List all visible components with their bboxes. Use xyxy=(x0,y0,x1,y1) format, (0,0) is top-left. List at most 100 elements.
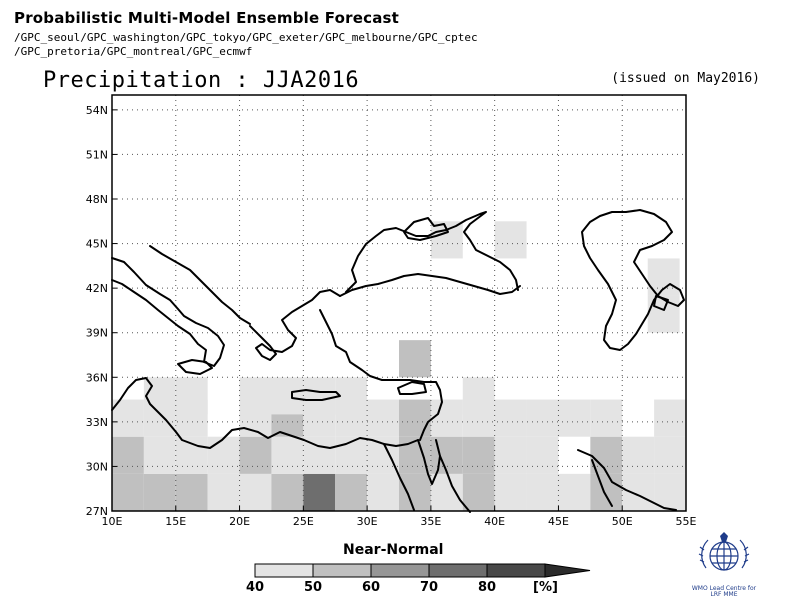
probability-cell xyxy=(367,399,399,437)
probability-cell xyxy=(175,436,208,474)
coastline-red-sea-east xyxy=(435,439,471,513)
coastline-kara-bogaz xyxy=(653,295,669,311)
probability-cell xyxy=(335,436,368,474)
probability-cell xyxy=(526,399,559,437)
coastline-turkey-south xyxy=(319,309,443,441)
probability-cell xyxy=(462,473,495,511)
probability-cell xyxy=(558,399,591,437)
y-tick-label: 39N xyxy=(86,327,108,340)
issued-date: (issued on May2016) xyxy=(611,71,760,86)
probability-cell xyxy=(526,473,559,511)
x-tick-label: 15E xyxy=(165,515,186,528)
coastline-caspian xyxy=(581,209,685,351)
probability-cell xyxy=(399,473,431,511)
coastline-persian-gulf xyxy=(577,449,677,511)
probability-cell xyxy=(207,436,240,474)
probability-cell xyxy=(367,436,399,474)
probability-cell xyxy=(590,399,623,437)
coastline-italy xyxy=(111,257,225,367)
probability-cell xyxy=(271,473,304,511)
probability-cell xyxy=(430,473,463,511)
wmo-logo-caption: WMO Lead Centre for LRF MME xyxy=(686,586,762,598)
y-tick-label: 48N xyxy=(86,193,108,206)
coastline-sinai xyxy=(417,439,441,485)
axis-ticks xyxy=(111,109,687,512)
probability-cell xyxy=(399,399,431,437)
probability-cell xyxy=(175,473,208,511)
x-tick-label: 45E xyxy=(548,515,569,528)
coastline-sicily xyxy=(177,359,213,375)
coastline-gulf-west xyxy=(591,459,613,507)
probability-cell xyxy=(239,377,272,415)
probability-cell xyxy=(654,399,686,437)
probability-cell xyxy=(526,436,559,474)
probability-cell xyxy=(335,473,368,511)
probability-cell xyxy=(239,436,272,474)
legend-tick-label: 40 xyxy=(245,580,265,595)
probability-cells xyxy=(112,221,686,511)
coastline-black-sea xyxy=(345,211,519,293)
y-tick-label: 36N xyxy=(86,371,108,384)
probability-cell xyxy=(239,473,272,511)
legend-unit: [%] xyxy=(533,580,558,595)
probability-cell xyxy=(367,473,399,511)
probability-cell xyxy=(494,399,527,437)
longitude-labels: 10E 15E 20E 25E 30E 35E 40E 45E 50E 55E xyxy=(102,515,697,528)
probability-cell xyxy=(622,436,655,474)
map-frame xyxy=(111,94,687,512)
probability-cell xyxy=(271,377,304,415)
x-tick-label: 40E xyxy=(484,515,505,528)
probability-cell xyxy=(430,399,463,437)
x-tick-label: 30E xyxy=(357,515,378,528)
coastline-greece xyxy=(249,289,341,361)
legend-tick-label: 70 xyxy=(419,580,439,595)
probability-cell xyxy=(303,377,336,415)
probability-cell xyxy=(430,221,463,259)
probability-cell xyxy=(175,377,208,415)
legend-tick-label: 50 xyxy=(303,580,323,595)
probability-cell xyxy=(494,473,527,511)
wmo-logo-line1: WMO Lead Centre for xyxy=(691,585,757,592)
x-tick-label: 20E xyxy=(229,515,250,528)
y-tick-label: 33N xyxy=(86,416,108,429)
probability-cell xyxy=(558,473,591,511)
coastlines xyxy=(111,209,685,513)
gpc-sources-line-2: /GPC_pretoria/GPC_montreal/GPC_ecmwf xyxy=(14,45,253,58)
y-tick-label: 45N xyxy=(86,238,108,251)
latitude-labels: 27N 30N 33N 36N 39N 42N 45N 48N 51N 54N xyxy=(86,104,108,518)
probability-cell xyxy=(622,473,655,511)
coastline-adriatic xyxy=(149,245,251,325)
x-tick-label: 10E xyxy=(102,515,123,528)
y-tick-label: 27N xyxy=(86,505,108,518)
probability-cell xyxy=(112,436,144,474)
legend-tick-label: 80 xyxy=(477,580,497,595)
probability-cell xyxy=(112,473,144,511)
legend-tick-label: 60 xyxy=(361,580,381,595)
x-tick-label: 55E xyxy=(676,515,697,528)
map-title: Precipitation : JJA2016 xyxy=(43,68,360,93)
y-tick-label: 51N xyxy=(86,148,108,161)
coastline-crete xyxy=(291,389,341,401)
probability-cell xyxy=(654,436,686,474)
probability-cell xyxy=(494,221,527,259)
probability-cell xyxy=(207,473,240,511)
probability-cell xyxy=(303,473,336,511)
y-tick-label: 30N xyxy=(86,460,108,473)
y-tick-label: 54N xyxy=(86,104,108,117)
x-tick-label: 25E xyxy=(293,515,314,528)
x-tick-label: 50E xyxy=(612,515,633,528)
coastline-crimea xyxy=(403,217,449,241)
coastline-turkey xyxy=(339,273,521,297)
legend-title: Near-Normal xyxy=(343,542,444,558)
probability-cell xyxy=(143,436,176,474)
probability-cell xyxy=(462,436,495,474)
gpc-sources-line-1: /GPC_seoul/GPC_washington/GPC_tokyo/GPC_… xyxy=(14,31,478,44)
x-tick-label: 35E xyxy=(420,515,441,528)
probability-cell xyxy=(399,340,431,378)
probability-cell xyxy=(590,473,623,511)
wmo-logo-line2: LRF MME xyxy=(710,591,738,598)
probability-cell xyxy=(462,377,495,415)
probability-cell xyxy=(271,436,304,474)
probability-cell xyxy=(494,436,527,474)
wmo-emblem-icon xyxy=(698,532,750,571)
